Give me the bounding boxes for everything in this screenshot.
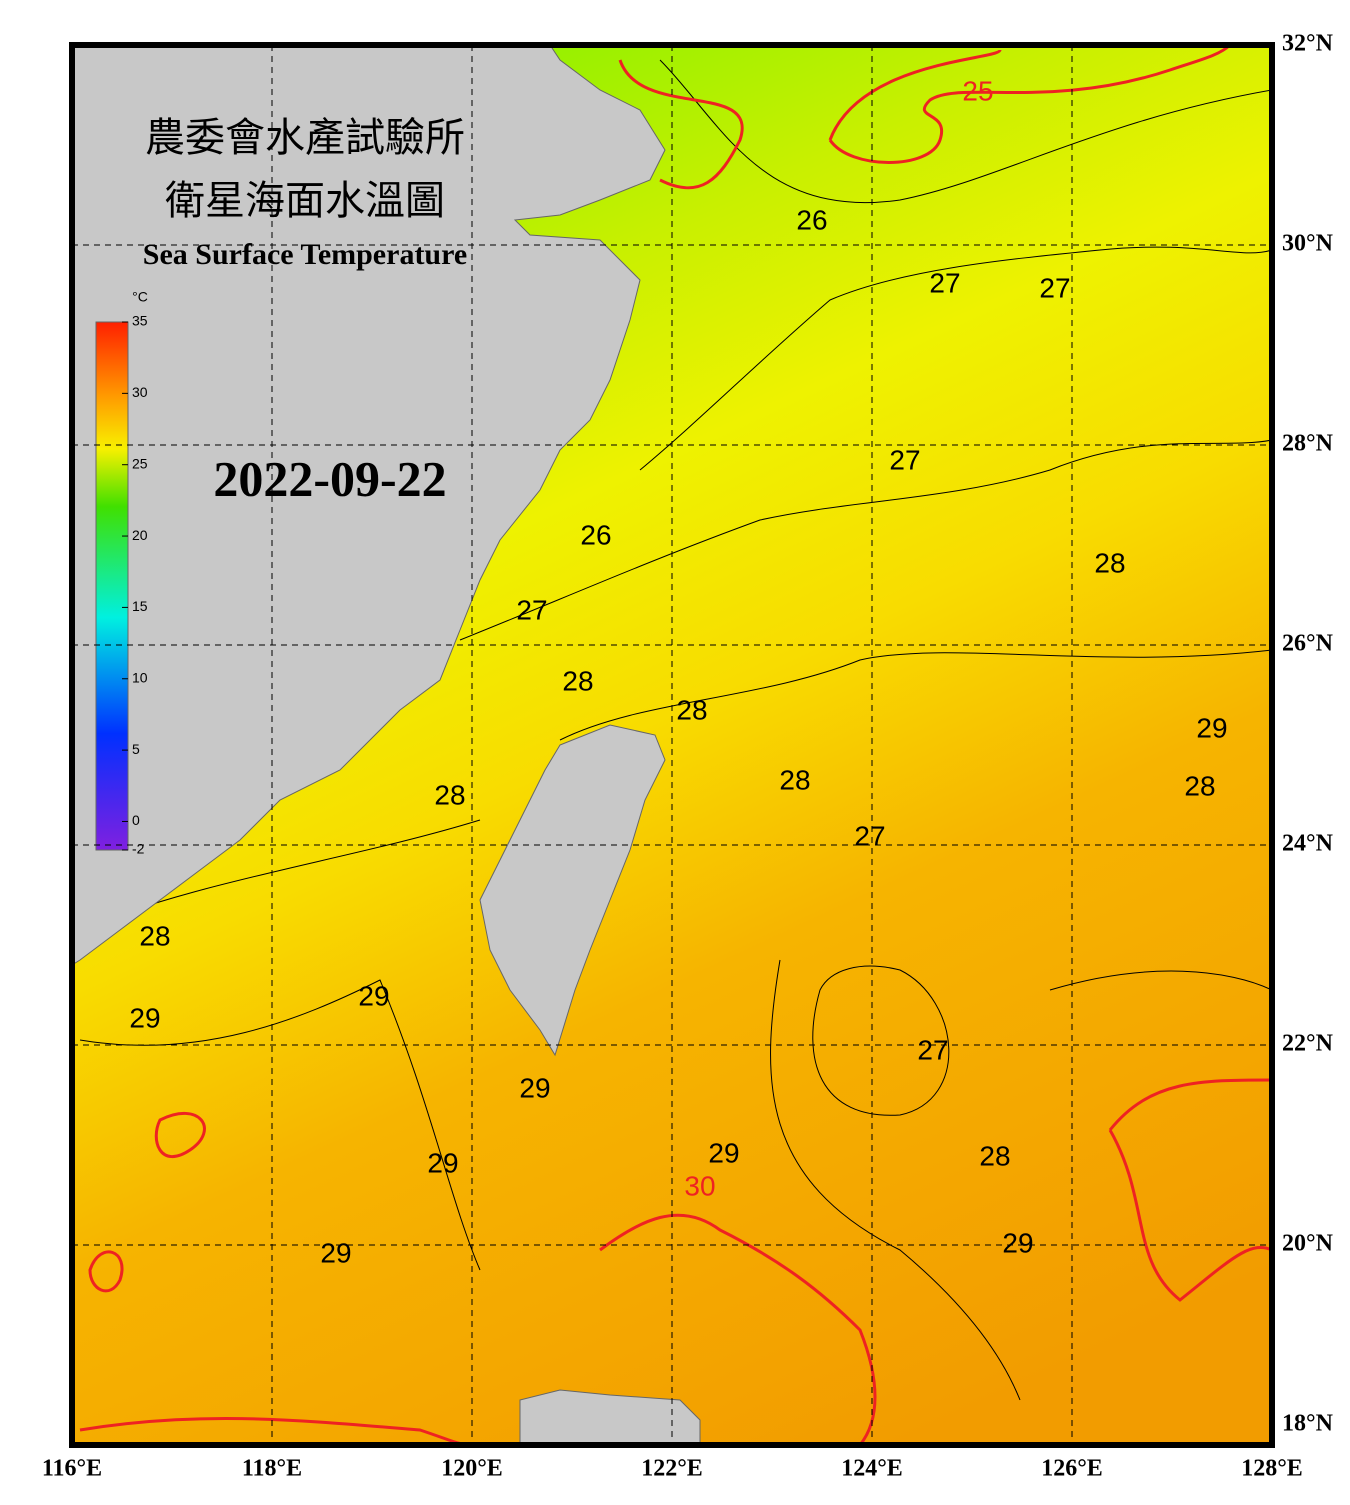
x-tick-label: 124°E [841, 1456, 903, 1482]
colorbar-tick-label: 20 [132, 527, 148, 543]
colorbar [95, 321, 129, 851]
contour-label: 30 [684, 1170, 715, 1201]
contour-label: 28 [1184, 770, 1215, 801]
contour-label: 28 [676, 694, 707, 725]
contour-label: 29 [358, 980, 389, 1011]
x-tick-label: 128°E [1241, 1456, 1303, 1482]
contour-label: 27 [1039, 272, 1070, 303]
y-tick-label: 24°N [1282, 831, 1334, 857]
colorbar-tick-label: 30 [132, 384, 148, 400]
contour-label: 28 [434, 779, 465, 810]
colorbar-tick-label: 35 [132, 313, 148, 329]
contour-label: 29 [1002, 1227, 1033, 1258]
x-tick-label: 122°E [641, 1456, 703, 1482]
y-tick-label: 30°N [1282, 231, 1334, 257]
colorbar-unit: °C [132, 289, 148, 305]
contour-label: 29 [1196, 712, 1227, 743]
contour-label: 27 [854, 820, 885, 851]
contour-label: 28 [562, 665, 593, 696]
y-tick-label: 20°N [1282, 1231, 1334, 1257]
land-china [71, 44, 666, 966]
y-tick-label: 28°N [1282, 431, 1334, 457]
y-tick-label: 18°N [1282, 1411, 1334, 1437]
contour-label: 28 [979, 1140, 1010, 1171]
colorbar-tick-label: 15 [132, 598, 148, 614]
y-tick-label: 22°N [1282, 1031, 1334, 1057]
contour-label: 29 [427, 1147, 458, 1178]
contour-label: 28 [779, 764, 810, 795]
major-contours [79, 43, 1273, 1447]
contour-label: 25 [962, 75, 993, 106]
contour-label: 28 [1094, 547, 1125, 578]
date: 2022-09-22 [213, 450, 446, 506]
x-tick-label: 118°E [242, 1456, 302, 1482]
colorbar-tick-label: 25 [132, 455, 148, 471]
land-taiwan [479, 724, 666, 1057]
y-tick-label: 32°N [1282, 31, 1334, 57]
contour-label: 27 [929, 267, 960, 298]
contour-label: 27 [917, 1034, 948, 1065]
colorbar-tick-label: 10 [132, 669, 148, 685]
colorbar-tick-label: 0 [132, 812, 140, 828]
subtitle: 衛星海面水溫圖 [165, 178, 445, 223]
contour-label: 28 [139, 920, 170, 951]
contour-label: 29 [519, 1072, 550, 1103]
contour-label: 27 [889, 444, 920, 475]
colorbar-tick-label: -2 [132, 841, 145, 857]
contour-label: 27 [516, 594, 547, 625]
contour-label: 26 [580, 519, 611, 550]
y-tick-label: 26°N [1282, 631, 1334, 657]
contours [79, 59, 1273, 1401]
contour-label: 26 [796, 204, 827, 235]
x-tick-label: 126°E [1041, 1456, 1103, 1482]
english-title: Sea Surface Temperature [143, 238, 467, 271]
contour-label: 29 [129, 1002, 160, 1033]
colorbar-tick-label: 5 [132, 741, 140, 757]
contour-label: 29 [708, 1137, 739, 1168]
x-tick-label: 120°E [441, 1456, 503, 1482]
title: 農委會水產試驗所 [145, 115, 465, 160]
x-tick-label: 116°E [42, 1456, 102, 1482]
contour-label: 29 [320, 1237, 351, 1268]
